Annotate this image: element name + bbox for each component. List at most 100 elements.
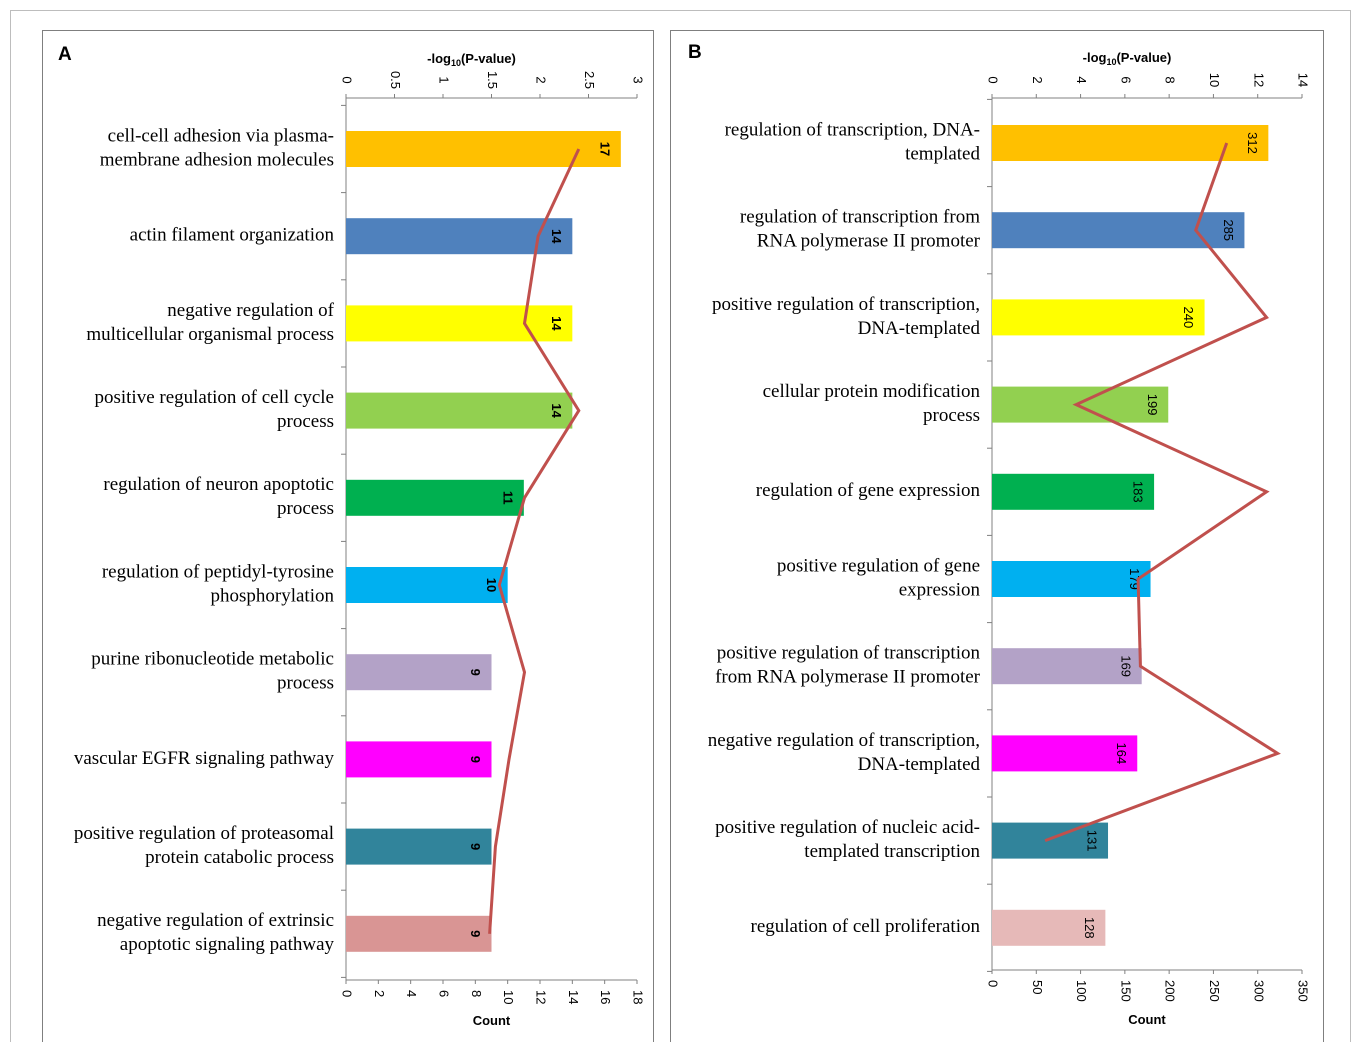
bar-value-label: 14 bbox=[549, 316, 564, 331]
pvalue-tick-label: 0 bbox=[986, 76, 1001, 83]
category-label: regulation of transcription from bbox=[740, 207, 980, 228]
pvalue-tick-label: 2.5 bbox=[582, 71, 597, 89]
pvalue-tick-label: 0 bbox=[340, 76, 355, 83]
count-tick-label: 18 bbox=[631, 990, 646, 1004]
count-tick-label: 150 bbox=[1118, 980, 1133, 1002]
category-label: vascular EGFR signaling pathway bbox=[74, 748, 335, 769]
count-axis-title: Count bbox=[473, 1013, 511, 1028]
bar bbox=[992, 387, 1168, 423]
panel-b: B0 2 4 6 8 10 12 14-log10(P-value)0 50 100 150 200 2… bbox=[671, 31, 1324, 1042]
category-label: DNA-templated bbox=[858, 318, 981, 339]
bar bbox=[346, 480, 524, 516]
category-label: positive regulation of proteasomal bbox=[74, 823, 334, 844]
count-tick-label: 6 bbox=[437, 990, 452, 997]
pvalue-tick-label: 3 bbox=[631, 76, 646, 83]
count-axis-title: Count bbox=[1128, 1012, 1166, 1027]
bar-value-label: 131 bbox=[1085, 830, 1100, 852]
count-tick-label: 100 bbox=[1074, 980, 1089, 1002]
bar-value-label: 14 bbox=[549, 403, 564, 418]
pvalue-tick-label: 2 bbox=[1030, 76, 1045, 83]
count-tick-label: 0 bbox=[340, 990, 355, 997]
category-label: protein catabolic process bbox=[145, 847, 334, 868]
category-label: regulation of neuron apoptotic bbox=[103, 474, 334, 495]
pvalue-tick-label: 1.5 bbox=[485, 71, 500, 89]
category-label: from RNA polymerase II promoter bbox=[715, 667, 981, 688]
count-tick-label: 200 bbox=[1163, 980, 1178, 1002]
bar-value-label: 164 bbox=[1114, 743, 1129, 765]
category-label: membrane adhesion molecules bbox=[100, 149, 334, 170]
bar-value-label: 285 bbox=[1221, 219, 1236, 241]
bar-value-label: 14 bbox=[549, 229, 564, 244]
bar-value-label: 11 bbox=[500, 491, 515, 505]
pvalue-axis-title-sub: 10 bbox=[1106, 57, 1116, 67]
pvalue-line bbox=[490, 149, 579, 934]
bar-value-label: 9 bbox=[468, 669, 483, 676]
count-tick-label: 300 bbox=[1251, 980, 1266, 1002]
bar-value-label: 169 bbox=[1118, 655, 1133, 677]
bar bbox=[992, 474, 1154, 510]
category-label: DNA-templated bbox=[858, 754, 981, 775]
category-label: actin filament organization bbox=[130, 225, 335, 246]
bar-value-label: 9 bbox=[468, 843, 483, 850]
bar bbox=[992, 561, 1151, 597]
count-tick-label: 10 bbox=[501, 990, 516, 1004]
panel-letter: A bbox=[58, 44, 72, 65]
category-label: positive regulation of gene bbox=[777, 555, 980, 576]
bar-value-label: 312 bbox=[1245, 132, 1260, 154]
category-label: regulation of gene expression bbox=[756, 480, 981, 501]
pvalue-tick-label: 10 bbox=[1207, 73, 1222, 87]
pvalue-tick-label: 12 bbox=[1251, 73, 1266, 87]
category-label: process bbox=[277, 411, 334, 432]
count-tick-label: 2 bbox=[372, 990, 387, 997]
category-label: regulation of peptidyl-tyrosine bbox=[102, 561, 334, 582]
category-label: negative regulation of extrinsic bbox=[97, 910, 334, 931]
category-label: positive regulation of cell cycle bbox=[94, 387, 334, 408]
category-label: apoptotic signaling pathway bbox=[120, 934, 335, 955]
category-label: phosphorylation bbox=[211, 585, 335, 606]
bar-value-label: 10 bbox=[484, 578, 499, 592]
count-tick-label: 14 bbox=[566, 990, 581, 1004]
category-label: positive regulation of transcription, bbox=[712, 294, 980, 315]
count-tick-label: 4 bbox=[404, 990, 419, 997]
pvalue-tick-label: 4 bbox=[1074, 76, 1089, 83]
pvalue-axis-title-prefix: -log bbox=[1083, 50, 1107, 65]
pvalue-axis-title: -log10(P-value) bbox=[1083, 50, 1172, 67]
pvalue-tick-label: 8 bbox=[1163, 76, 1178, 83]
bar-value-label: 9 bbox=[468, 930, 483, 937]
category-label: regulation of cell proliferation bbox=[751, 916, 981, 937]
pvalue-axis-title-prefix: -log bbox=[427, 51, 451, 66]
category-label: regulation of transcription, DNA- bbox=[725, 119, 980, 140]
bar bbox=[992, 299, 1205, 335]
pvalue-tick-label: 2 bbox=[534, 76, 549, 83]
bar-value-label: 17 bbox=[597, 142, 612, 156]
category-label: negative regulation of transcription, bbox=[708, 730, 980, 751]
category-label: cell-cell adhesion via plasma- bbox=[108, 125, 334, 146]
count-tick-label: 16 bbox=[598, 990, 613, 1004]
bar-value-label: 199 bbox=[1145, 394, 1160, 416]
pvalue-axis-title-suffix: (P-value) bbox=[461, 51, 516, 66]
pvalue-tick-label: 6 bbox=[1118, 76, 1133, 83]
category-label: purine ribonucleotide metabolic bbox=[91, 649, 334, 670]
pvalue-tick-label: 0.5 bbox=[388, 71, 403, 89]
count-tick-label: 8 bbox=[469, 990, 484, 997]
category-label: positive regulation of transcription bbox=[717, 643, 981, 664]
category-label: expression bbox=[899, 579, 981, 600]
bar-value-label: 183 bbox=[1131, 481, 1146, 503]
category-label: negative regulation of bbox=[167, 300, 334, 321]
pvalue-axis-title-suffix: (P-value) bbox=[1116, 50, 1171, 65]
bar-value-label: 9 bbox=[468, 756, 483, 763]
bar-value-label: 240 bbox=[1181, 307, 1196, 329]
category-label: cellular protein modification bbox=[763, 381, 981, 402]
panel-a: A0 0.5 1 1.5 2 2.5 3-log10(P-value)0 2 4 6 8 10 12 14… bbox=[43, 31, 654, 1042]
category-label: multicellular organismal process bbox=[86, 324, 334, 345]
pvalue-tick-label: 1 bbox=[437, 76, 452, 83]
pvalue-axis-title-sub: 10 bbox=[451, 58, 461, 68]
category-label: templated transcription bbox=[804, 841, 980, 862]
bar bbox=[346, 393, 572, 429]
bar bbox=[346, 131, 621, 167]
bar bbox=[346, 567, 508, 603]
category-label: templated bbox=[905, 143, 980, 164]
count-tick-label: 350 bbox=[1296, 980, 1311, 1002]
category-label: RNA polymerase II promoter bbox=[757, 231, 981, 252]
